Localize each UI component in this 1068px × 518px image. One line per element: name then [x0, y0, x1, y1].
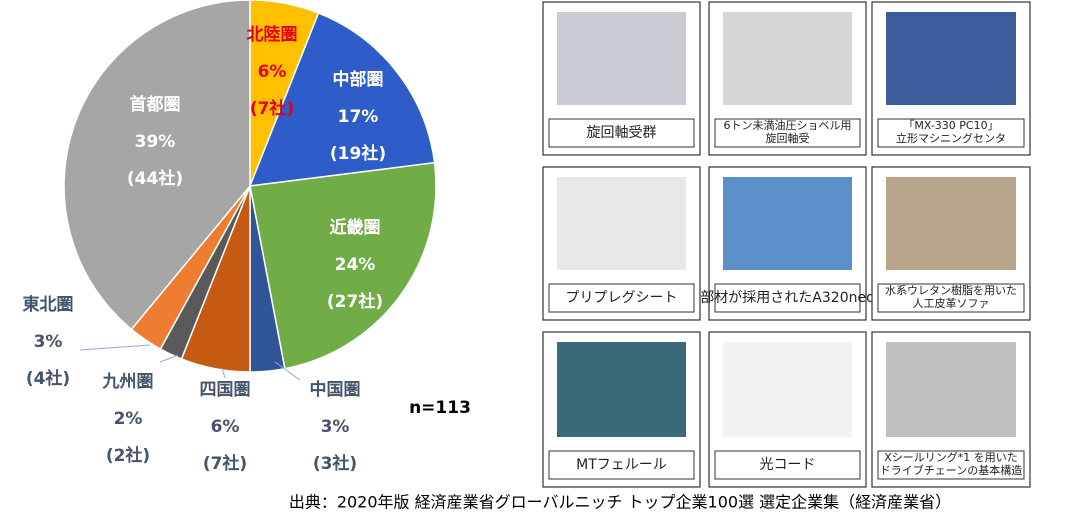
caption-box: [548, 283, 695, 313]
sample-size: n=113: [409, 398, 471, 418]
product-image: [723, 12, 852, 105]
pie-slice: [63, 0, 251, 331]
slice-name: 中国圏: [310, 379, 361, 400]
product-image: [723, 177, 852, 270]
slice-percent: 39%: [135, 132, 176, 152]
leader-line: [79, 344, 151, 351]
caption: プリプレグシート: [566, 290, 678, 306]
caption: ドライブチェーンの基本構造: [880, 463, 1022, 477]
caption-box: [877, 118, 1025, 148]
slice-count: (2社): [106, 445, 150, 466]
slice-name: 中部圏: [333, 69, 384, 90]
product-image: [886, 342, 1016, 437]
caption: 立形マシニングセンタ: [896, 131, 1006, 145]
caption: 「MX-330 PC10」: [903, 119, 998, 132]
leader-line: [274, 361, 301, 381]
pie-slice: [248, 12, 436, 187]
slice-count: (7社): [203, 453, 247, 474]
slice-count: (4社): [26, 368, 70, 389]
product-image: [557, 342, 686, 437]
caption-box: [877, 283, 1025, 313]
product-image: [557, 177, 686, 270]
caption: MTフェルール: [576, 457, 667, 473]
slice-percent: 6%: [258, 62, 287, 82]
caption-box: [877, 450, 1025, 480]
slice-count: (19社): [330, 143, 386, 164]
caption: 光コード: [760, 457, 816, 473]
slice-percent: 24%: [335, 255, 376, 275]
leader-line: [159, 354, 179, 363]
slice-count: (7社): [250, 98, 294, 119]
slice-percent: 6%: [211, 417, 240, 437]
slice-name: 北陸圏: [247, 24, 298, 45]
caption: 6トン未満油圧ショベル用: [724, 118, 852, 132]
slice-name: 四国圏: [200, 380, 251, 400]
product-image: [886, 12, 1016, 105]
caption-box: [714, 283, 861, 313]
slice-name: 首都圏: [130, 94, 181, 115]
slice-count: (27社): [327, 291, 383, 312]
caption-box: [548, 118, 695, 148]
slice-count: (3社): [313, 453, 357, 474]
source: 出典：2020年版 経済産業省グローバルニッチ トップ企業100選 選定企業集（…: [289, 493, 951, 512]
leader-line: [221, 367, 226, 379]
slice-percent: 2%: [114, 409, 143, 429]
slice-percent: 17%: [338, 107, 379, 127]
caption: 部材が採用されたA320neo: [700, 290, 874, 306]
product-image: [723, 342, 852, 437]
caption-box: [714, 450, 861, 480]
caption-box: [548, 450, 695, 480]
caption: 人工皮革ソファ: [913, 296, 990, 310]
caption: 旋回軸受: [766, 131, 810, 145]
slice-percent: 3%: [321, 417, 350, 437]
caption-box: [714, 118, 861, 148]
caption: Xシールリング*1 を用いた: [884, 450, 1018, 464]
slice-count: (44社): [127, 168, 183, 189]
slice-name: 九州圏: [102, 372, 154, 392]
caption: 水系ウレタン樹脂を用いた: [885, 283, 1017, 297]
slice-name: 東北圏: [23, 294, 74, 315]
caption: 旋回軸受群: [587, 125, 657, 141]
product-image: [557, 12, 686, 105]
pie-slice: [249, 161, 437, 370]
product-image: [886, 177, 1016, 270]
slice-percent: 3%: [34, 332, 63, 352]
slice-name: 近畿圏: [330, 217, 381, 238]
